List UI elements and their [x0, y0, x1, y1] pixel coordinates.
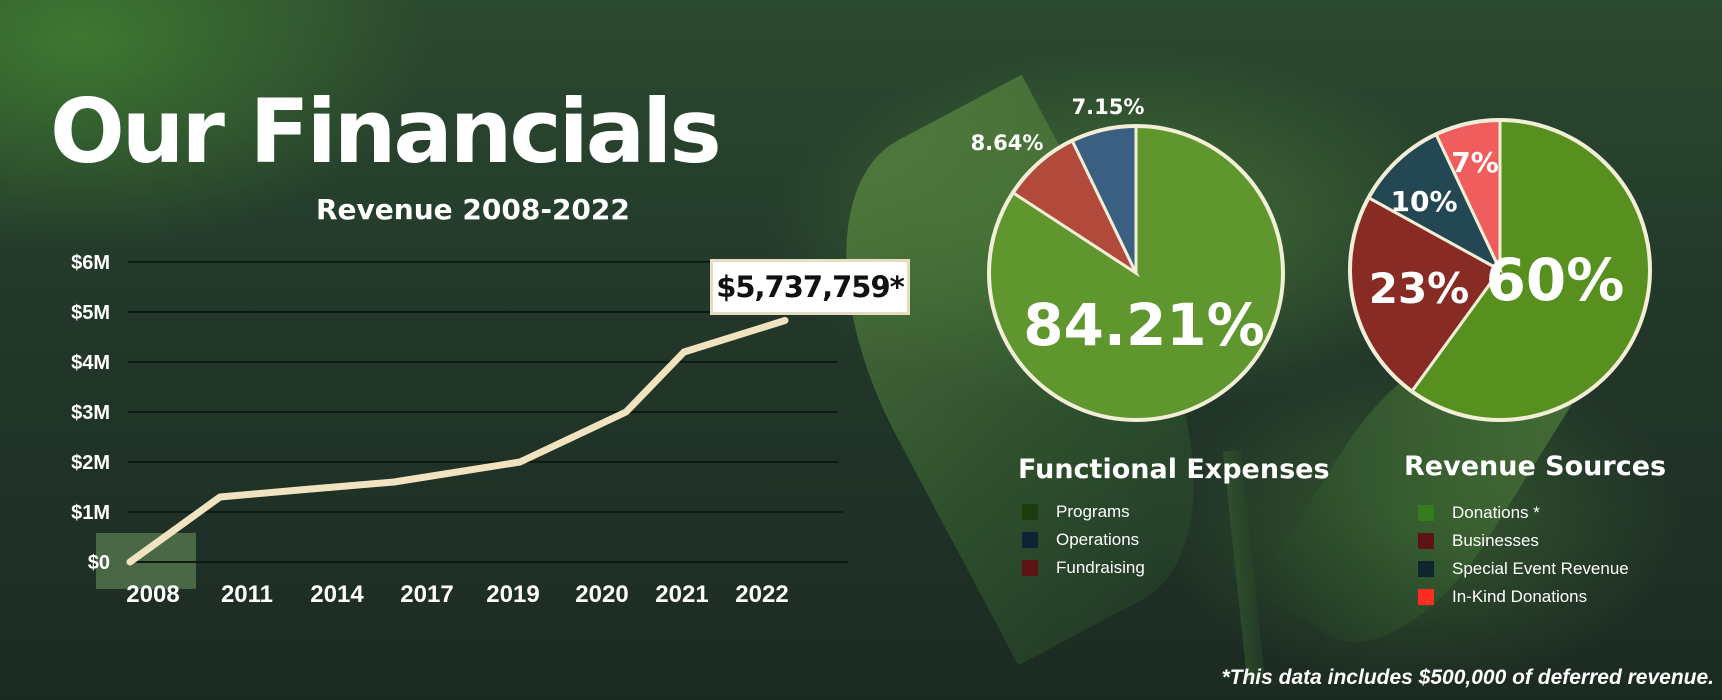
legend-item: Programs — [1022, 498, 1145, 526]
legend-swatch — [1022, 504, 1038, 520]
pie-slice-label: 7% — [1451, 146, 1499, 179]
legend-item: Operations — [1022, 526, 1145, 554]
x-tick-label: 2022 — [735, 581, 788, 608]
pie-slice-label: 60% — [1486, 246, 1625, 314]
legend-item: Fundraising — [1022, 554, 1145, 582]
revenue-line-chart: $0 $1M $2M $3M $4M $5M $6M 2008 2011 2014 2017 201… — [71, 252, 848, 608]
x-tick-label: 2014 — [310, 581, 364, 608]
revenue-series-line — [126, 317, 789, 566]
legend-label: In-Kind Donations — [1452, 587, 1588, 606]
latest-revenue-value: $5,737,759* — [716, 270, 905, 304]
legend-label: Operations — [1056, 530, 1140, 549]
legend-swatch — [1022, 560, 1038, 576]
legend-swatch — [1022, 532, 1038, 548]
x-tick-label: 2019 — [486, 581, 539, 608]
legend-item: Businesses — [1418, 527, 1629, 555]
y-tick-label: $0 — [88, 552, 110, 574]
revenue-sources-legend: Donations * Businesses Special Event Reven… — [1418, 499, 1629, 611]
legend-label: Programs — [1056, 502, 1130, 521]
revenue-sources-title: Revenue Sources — [1404, 451, 1667, 482]
x-tick-label: 2017 — [400, 581, 453, 608]
pie-outline — [1348, 118, 1652, 422]
legend-label: Businesses — [1452, 531, 1539, 550]
x-tick-label: 2011 — [221, 581, 273, 608]
line-chart-title: Revenue 2008-2022 — [316, 193, 630, 226]
x-tick-label: 2021 — [655, 581, 708, 608]
footnote: *This data includes $500,000 of deferred… — [1221, 666, 1714, 689]
latest-revenue-callout: $5,737,759* — [710, 259, 910, 315]
pie-slice-label: 10% — [1390, 185, 1457, 218]
legend-swatch — [1418, 505, 1434, 521]
legend-swatch — [1418, 589, 1434, 605]
x-tick-label: 2008 — [126, 581, 179, 608]
y-tick-label: $2M — [71, 452, 110, 474]
x-tick-label: 2020 — [575, 581, 628, 608]
pie-slice-label: 8.64% — [971, 131, 1044, 155]
pie-slice-label: 23% — [1369, 264, 1470, 313]
y-tick-label: $6M — [71, 252, 110, 274]
functional-expenses-legend: Programs Operations Fundraising — [1022, 498, 1145, 582]
functional-expenses-title: Functional Expenses — [1018, 454, 1330, 485]
y-tick-label: $3M — [71, 402, 110, 424]
pie-outline — [987, 124, 1285, 422]
y-tick-label: $4M — [71, 352, 110, 374]
legend-label: Fundraising — [1056, 558, 1145, 577]
legend-item: In-Kind Donations — [1418, 583, 1629, 611]
legend-label: Special Event Revenue — [1452, 559, 1629, 578]
legend-swatch — [1418, 561, 1434, 577]
pie-slice-label: 7.15% — [1072, 95, 1145, 119]
page-title: Our Financials — [50, 80, 722, 183]
legend-item: Special Event Revenue — [1418, 555, 1629, 583]
y-tick-label: $5M — [71, 302, 110, 324]
legend-label: Donations * — [1452, 503, 1540, 522]
legend-item: Donations * — [1418, 499, 1629, 527]
pie-slice-label: 84.21% — [1023, 291, 1265, 359]
legend-swatch — [1418, 533, 1434, 549]
y-tick-label: $1M — [71, 502, 110, 524]
